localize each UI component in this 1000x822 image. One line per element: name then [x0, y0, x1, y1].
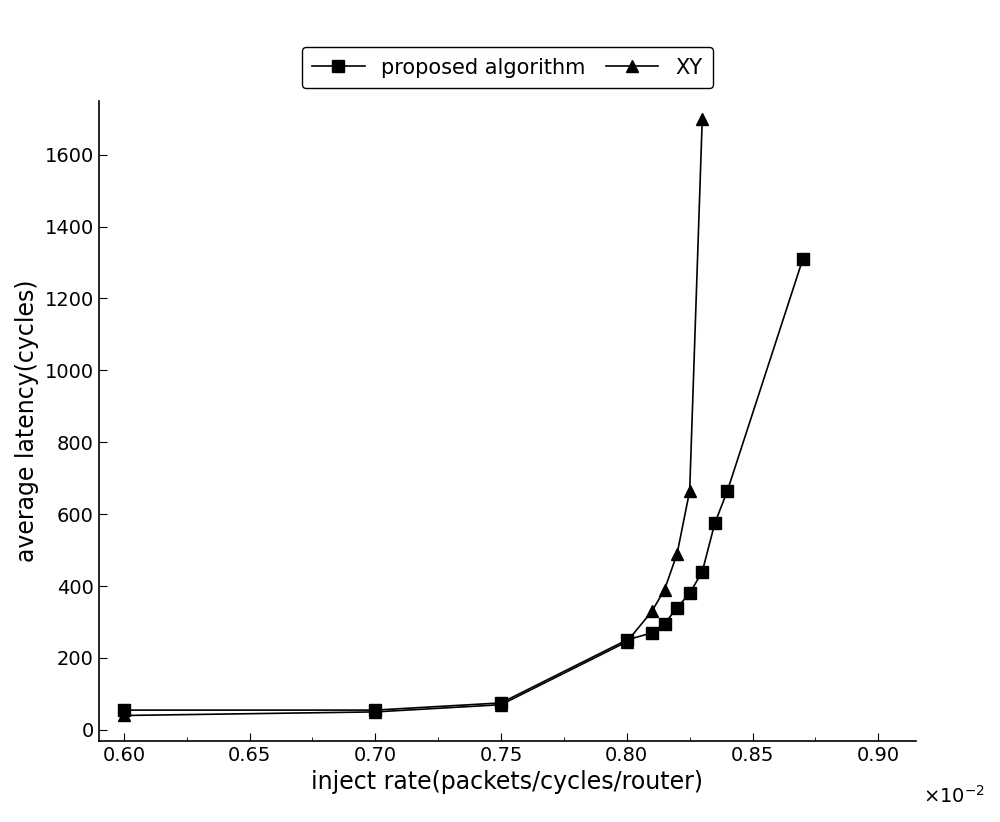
proposed algorithm [369, 705, 381, 715]
XY [696, 113, 708, 123]
proposed algorithm [696, 566, 708, 576]
XY [659, 584, 671, 594]
XY [495, 700, 507, 709]
XY [369, 707, 381, 717]
proposed algorithm [659, 619, 671, 629]
proposed algorithm [646, 628, 658, 638]
X-axis label: inject rate(packets/cycles/router): inject rate(packets/cycles/router) [311, 770, 703, 794]
Text: $\times10^{-2}$: $\times10^{-2}$ [923, 785, 985, 807]
proposed algorithm [721, 486, 733, 496]
Line: XY: XY [118, 113, 709, 722]
proposed algorithm [797, 254, 809, 264]
proposed algorithm [118, 705, 130, 715]
Line: proposed algorithm: proposed algorithm [118, 252, 809, 716]
XY [684, 486, 696, 496]
Y-axis label: average latency(cycles): average latency(cycles) [15, 279, 39, 562]
XY [646, 607, 658, 616]
XY [671, 549, 683, 559]
proposed algorithm [621, 635, 633, 645]
XY [118, 710, 130, 720]
proposed algorithm [495, 698, 507, 708]
proposed algorithm [709, 518, 721, 528]
proposed algorithm [684, 589, 696, 598]
proposed algorithm [671, 603, 683, 612]
XY [621, 637, 633, 647]
Legend: proposed algorithm, XY: proposed algorithm, XY [302, 47, 713, 88]
